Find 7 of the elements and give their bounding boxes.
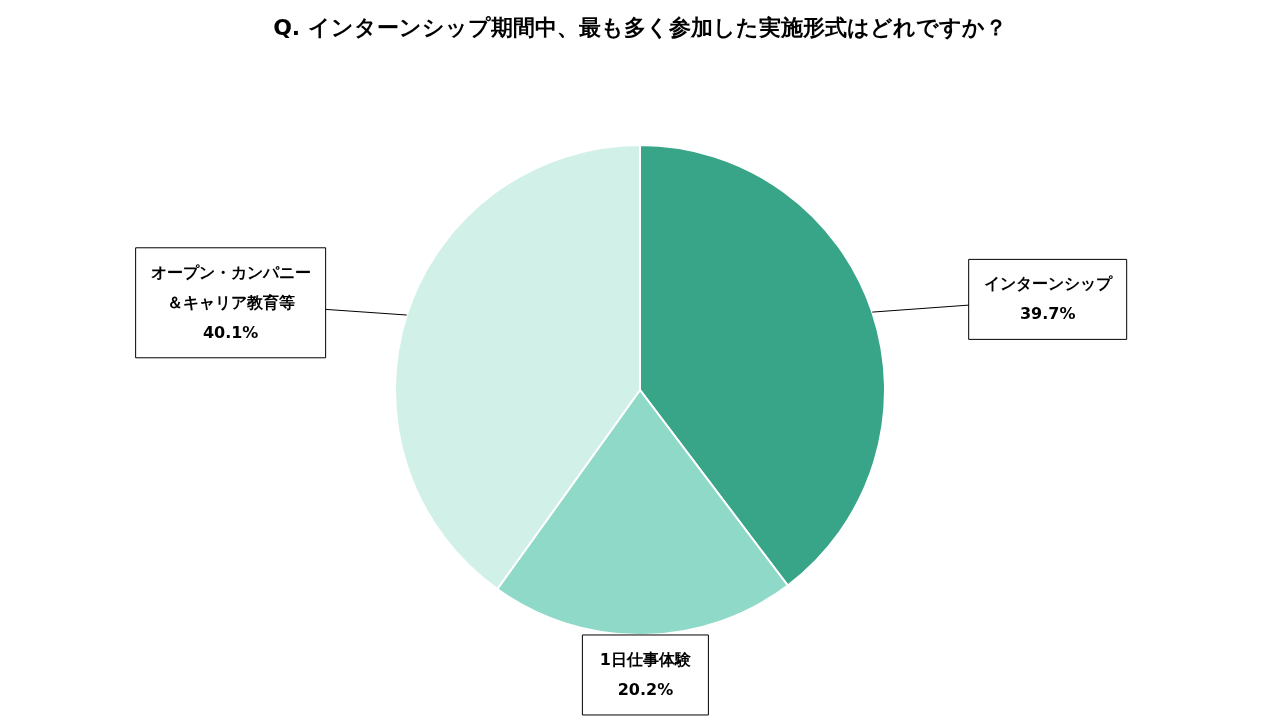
data-label: 40.1% [202, 322, 259, 342]
chart-title: Q. インターンシップ期間中、最も多く参加した実施形式はどれですか？ [273, 15, 1007, 40]
data-label: 20.2% [617, 679, 674, 699]
slice-label: インターンシップ [983, 274, 1113, 294]
slice-label: 1日仕事体験 [599, 649, 692, 669]
data-label: 39.7% [1019, 304, 1076, 324]
slice-label: オープン・カンパニー＆キャリア教育等 [150, 262, 311, 312]
